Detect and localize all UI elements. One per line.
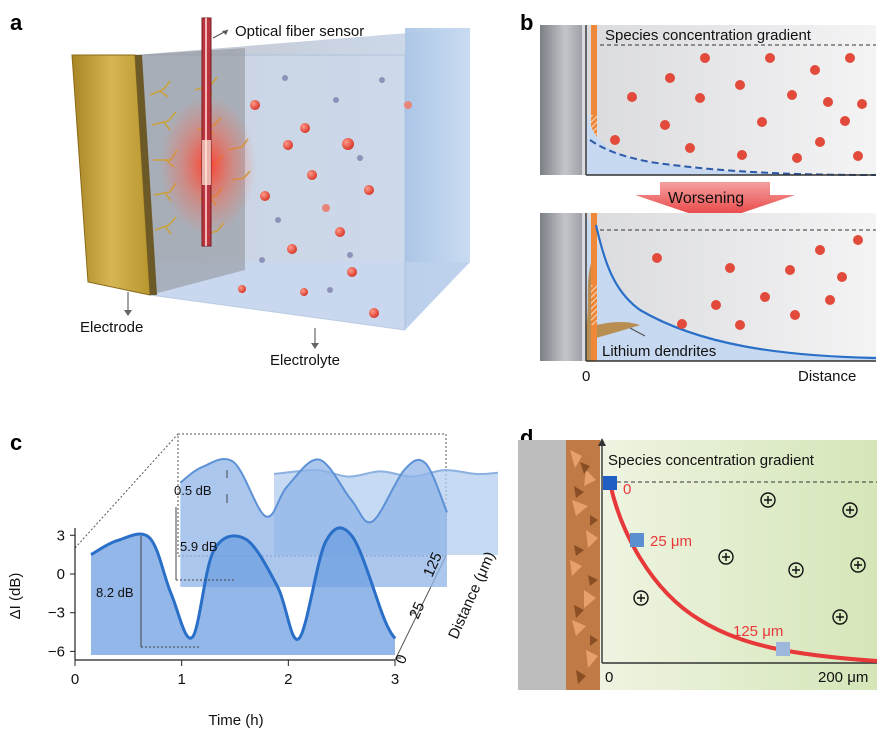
fiber-grating <box>202 140 211 185</box>
d-cation-circle <box>842 502 858 518</box>
d-cation-circle <box>718 549 734 565</box>
c-x-tick-label: 0 <box>71 671 79 688</box>
d-marker-125 <box>776 642 790 656</box>
c-depth-tick-label: 25 <box>406 599 428 621</box>
c-x-ticks: 0 1 2 3 <box>71 660 399 688</box>
panel-letter-b: b <box>520 10 533 35</box>
d-dendrite-texture <box>570 450 598 668</box>
worsening-arrow <box>635 182 795 222</box>
b-bottom-grating <box>591 285 597 325</box>
c-x-tick-label: 1 <box>177 671 185 688</box>
c-y-ticks: 3 0 −3 −6 <box>48 527 75 660</box>
worsening-label: Worsening <box>668 190 744 207</box>
d-cation-plus <box>846 506 854 514</box>
b-gradient-label: Species concentration gradient <box>605 27 812 44</box>
d-cation-plus <box>854 561 862 569</box>
d-cations <box>633 492 866 625</box>
panel-letter-a: a <box>10 10 23 35</box>
c-y-tick-label: −3 <box>48 605 65 622</box>
c-depth-label: Distance (μm) <box>445 549 499 641</box>
d-point-label-25: 25 μm <box>650 533 692 550</box>
electrolyte-leader-head <box>311 343 319 349</box>
b-top-fill <box>586 108 876 175</box>
c-x-tick-label: 2 <box>284 671 292 688</box>
c-series-line-25 <box>179 458 448 524</box>
b-bottom-fill <box>586 213 876 361</box>
panel-b: b Species concentration gradient Worseni… <box>520 10 877 385</box>
d-concentration-curve <box>608 482 877 663</box>
d-marker-0 <box>603 476 617 490</box>
fiber-core <box>205 18 207 246</box>
electrode-edge <box>135 55 157 295</box>
c-x-label: Time (h) <box>208 712 263 729</box>
c-anno-59: 5.9 dB <box>180 539 218 554</box>
d-cation-plus <box>722 553 730 561</box>
d-x-zero: 0 <box>605 669 613 686</box>
d-cation-circle <box>760 492 776 508</box>
ions-a <box>238 75 412 318</box>
d-point-label-125: 125 μm <box>733 623 783 640</box>
c-anno-05: 0.5 dB <box>174 483 212 498</box>
b-top-fiber <box>591 25 597 175</box>
c-x-tick-label: 3 <box>391 671 399 688</box>
c-layers <box>90 458 499 655</box>
d-cation-circle <box>788 562 804 578</box>
fiber-leader-head <box>222 30 228 35</box>
d-cation-circle <box>850 557 866 573</box>
d-cation-plus <box>792 566 800 574</box>
dendrite-label: Lithium dendrites <box>602 343 716 360</box>
dendrite-profile <box>586 215 640 361</box>
ions-b-top <box>610 53 867 163</box>
c-persp-line-left <box>74 433 179 549</box>
c-y-label: ΔI (dB) <box>7 573 24 620</box>
b-bottom-electrode <box>540 213 582 361</box>
panel-a: a <box>10 10 470 369</box>
c-y-tick-label: 3 <box>57 527 65 544</box>
d-dendrite-texture-dark <box>574 462 598 684</box>
d-cation-plus <box>836 613 844 621</box>
c-y-tick-label: 0 <box>57 566 65 583</box>
b-x-zero: 0 <box>582 368 590 385</box>
electrode-leader-head <box>124 310 132 316</box>
panel-d: d Species concentration gradient 0 25 μm… <box>518 425 877 690</box>
d-marker-25 <box>630 533 644 547</box>
ions-b-bottom <box>652 235 863 330</box>
dendrite-leader <box>629 327 646 337</box>
electrolyte-label: Electrolyte <box>270 352 340 369</box>
d-electrode <box>518 440 566 690</box>
fiber-label: Optical fiber sensor <box>235 23 364 40</box>
c-anno-82: 8.2 dB <box>96 585 134 600</box>
d-point-label-0: 0 <box>623 481 631 498</box>
d-x-end: 200 μm <box>818 669 868 686</box>
d-y-axis-head <box>598 438 606 446</box>
c-layer-area-0 <box>91 527 395 655</box>
b-bottom-curve <box>594 224 877 360</box>
electrolyte-side-wall <box>405 28 470 330</box>
d-cation-plus <box>764 496 772 504</box>
d-cation-plus <box>637 594 645 602</box>
d-gradient-label: Species concentration gradient <box>608 452 815 469</box>
d-cation-circle <box>633 590 649 606</box>
d-cation-circle <box>832 609 848 625</box>
c-y-tick-label: −6 <box>48 643 65 660</box>
electrode-label: Electrode <box>80 319 143 336</box>
b-x-label: Distance <box>798 368 856 385</box>
panel-letter-c: c <box>10 430 22 455</box>
c-series-line-0 <box>90 526 397 641</box>
b-top-electrode <box>540 25 582 175</box>
